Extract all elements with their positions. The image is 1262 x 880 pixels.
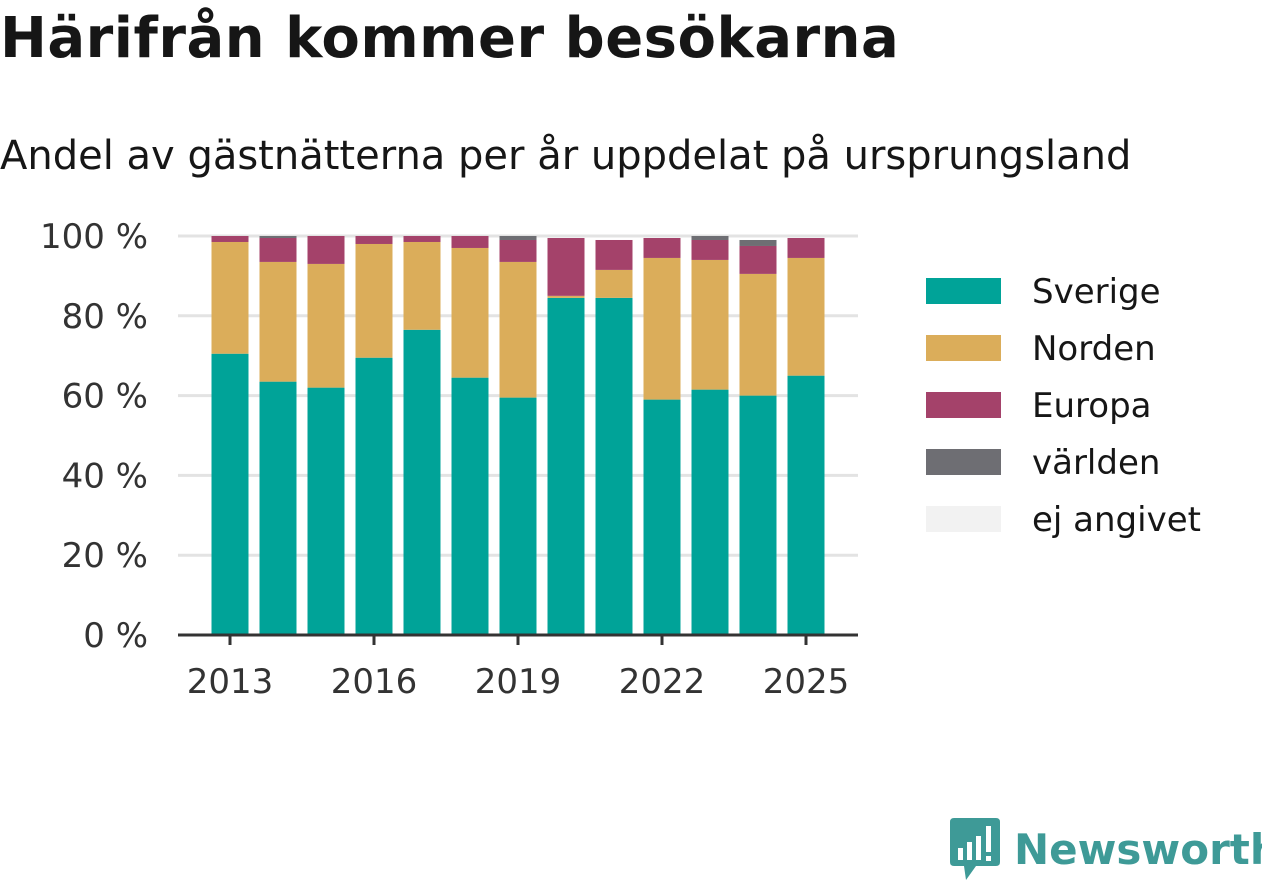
y-tick-label: 100 % [40,217,148,257]
bar-segment [739,395,777,635]
legend-swatch [926,335,1001,361]
bar-segment [355,357,393,635]
bar-segment [499,236,537,240]
bar-segment [595,269,633,298]
y-tick-label: 0 % [83,616,148,656]
x-tick-label: 2013 [187,662,274,702]
y-tick-label: 60 % [62,377,148,417]
bar-segment [787,257,825,376]
bar-segment [691,239,729,260]
bar-segment [355,243,393,358]
bar-chart-speech-bubble-icon [950,818,1000,880]
bar-segment [211,236,249,242]
bar-segment [259,237,297,262]
x-tick-label: 2022 [619,662,706,702]
bar-segment [691,259,729,390]
y-tick-label: 20 % [62,536,148,576]
bar-segment [307,263,345,388]
bars [211,236,825,635]
bar-segment [643,237,681,258]
bar-segment [259,236,297,238]
bar-segment [739,239,777,246]
bar-segment [739,273,777,396]
axes: 0 % 20 % 40 % 60 % 80 % 100 % 2013 2016 2019 2022… [40,217,858,702]
bar-segment [643,399,681,635]
bar-segment [595,297,633,635]
bar-segment [211,353,249,635]
legend-swatch [926,449,1001,475]
bar-segment [547,295,585,298]
legend-label: Norden [1032,329,1156,369]
bar-segment [403,329,441,635]
chart-title: Härifrån kommer besökarna [0,6,900,71]
bar-segment [643,257,681,400]
legend: Sverige Norden Europa världen ej angivet [926,272,1201,540]
y-tick-label: 40 % [62,456,148,496]
x-tick-label: 2019 [475,662,562,702]
bar-segment [595,239,633,270]
brand-name: Newsworthy [1014,824,1262,874]
bar-segment [499,261,537,398]
newsworthy-brand[interactable]: Newsworthy [950,818,1262,880]
bar-segment [547,237,585,296]
bar-segment [211,241,249,354]
bar-segment [451,247,489,378]
bar-segment [499,239,537,262]
legend-label: ej angivet [1032,500,1201,540]
bar-segment [547,297,585,635]
legend-label: världen [1032,443,1160,483]
bar-segment [739,245,777,274]
bar-segment [787,375,825,635]
y-tick-label: 80 % [62,297,148,337]
bar-segment [499,397,537,635]
legend-swatch [926,392,1001,418]
bar-segment [259,261,297,382]
bar-segment [403,241,441,330]
legend-swatch [926,506,1001,532]
bar-segment [355,236,393,244]
bar-segment [691,389,729,635]
x-tick-label: 2016 [331,662,418,702]
bar-segment [259,381,297,635]
x-tick-label: 2025 [763,662,850,702]
bar-segment [307,236,345,264]
legend-label: Europa [1032,386,1151,426]
legend-swatch [926,278,1001,304]
bar-segment [787,237,825,258]
legend-label: Sverige [1032,272,1161,312]
bar-segment [307,387,345,635]
chart-subtitle: Andel av gästnätterna per år uppdelat på… [0,133,1132,179]
bar-segment [403,236,441,242]
bar-segment [451,377,489,635]
bar-segment [451,236,489,248]
bar-segment [691,236,729,240]
